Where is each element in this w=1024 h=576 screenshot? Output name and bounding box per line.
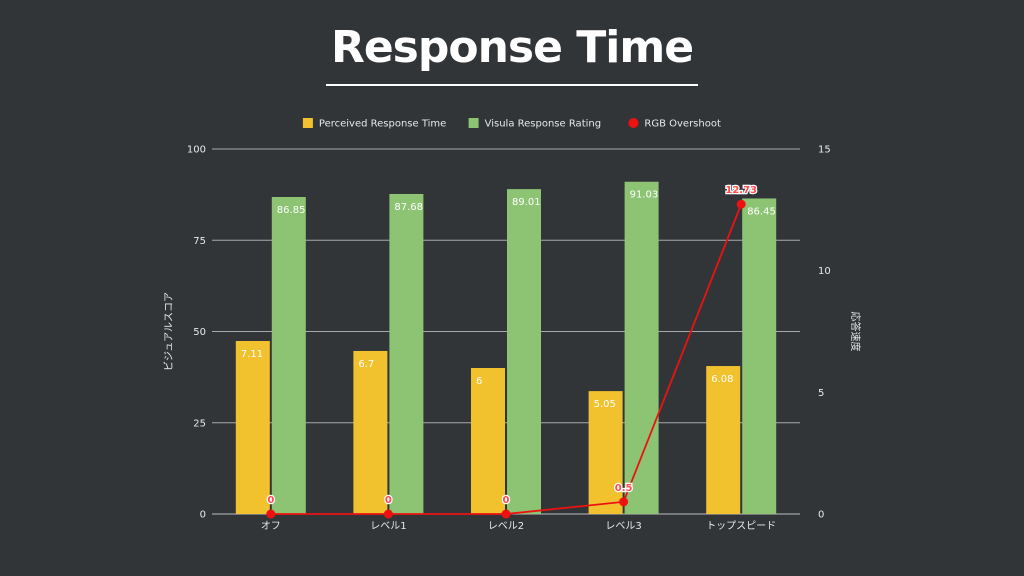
bars: 7.11 6.7 6 5.05 6.08 86.85 87.68 89.01 91.03 86.4… [235,181,777,515]
bar-visual-response-rating [507,189,541,514]
right-tick-label: 15 [818,145,831,156]
bar-value-label: 6.08 [711,374,733,385]
bar-visual-response-rating [271,196,306,514]
rgb-overshoot-point [619,497,629,507]
bar-perceived-response-time [588,391,623,514]
bar-value-label: 5.05 [594,399,616,410]
rgb-overshoot-label: 12.73 [725,185,757,196]
rgb-overshoot-point [383,509,393,519]
legend-swatch [468,118,479,128]
rgb-overshoot-point [736,199,746,209]
left-tick-label: 100 [187,145,206,156]
category-label: レベル3 [605,520,641,532]
bar-perceived-response-time [353,350,388,514]
bar-perceived-response-time [235,340,270,514]
legend-swatch [628,118,639,128]
bar-visual-response-rating [389,193,424,514]
bar-value-label: 86.85 [277,205,306,216]
bar-value-label: 87.68 [394,202,423,213]
bar-perceived-response-time [471,368,505,514]
title-underline [326,84,698,86]
right-tick-label: 10 [818,266,831,277]
rgb-overshoot-point [501,509,511,519]
category-label: オフ [261,520,281,532]
right-tick-label: 5 [818,388,824,399]
bar-value-label: 7.11 [241,349,263,360]
rgb-overshoot-label: 0.5 [615,483,633,494]
bar-value-label: 6.7 [358,359,374,370]
category-label: レベル1 [370,520,406,532]
bar-visual-response-rating [624,181,659,515]
left-tick-label: 50 [193,327,206,338]
chart-title: Response Time [330,22,694,73]
right-tick-label: 0 [818,510,824,521]
left-tick-label: 25 [193,418,206,429]
rgb-overshoot-label: 0 [385,495,392,506]
bar-value-label: 86.45 [747,206,776,217]
rgb-overshoot-label: 0 [267,495,274,506]
overshoot-line: 0 0 0 0.5 12.73 [266,184,758,519]
rgb-overshoot-point [266,509,276,519]
left-tick-label: 75 [193,236,206,247]
legend-label: RGB Overshoot [644,119,721,130]
rgb-overshoot-line [270,203,743,515]
bar-value-label: 89.01 [512,197,541,208]
category-label: トップスピード [706,520,776,532]
legend-label: Perceived Response Time [319,119,446,130]
bar-value-label: 6 [476,376,482,387]
rgb-overshoot-label: 0 [503,495,510,506]
legend: Perceived Response Time Visula Response R… [302,118,721,130]
legend-label: Visula Response Rating [485,119,601,130]
left-axis-title: ビジュアルスコア [163,292,175,371]
category-label: レベル2 [488,520,524,532]
legend-swatch [302,118,313,128]
bar-value-label: 91.03 [630,190,659,201]
bar-visual-response-rating [742,198,777,514]
left-tick-label: 0 [200,510,206,521]
right-axis-title: 応答速度 [849,312,862,352]
bar-perceived-response-time [706,366,741,514]
